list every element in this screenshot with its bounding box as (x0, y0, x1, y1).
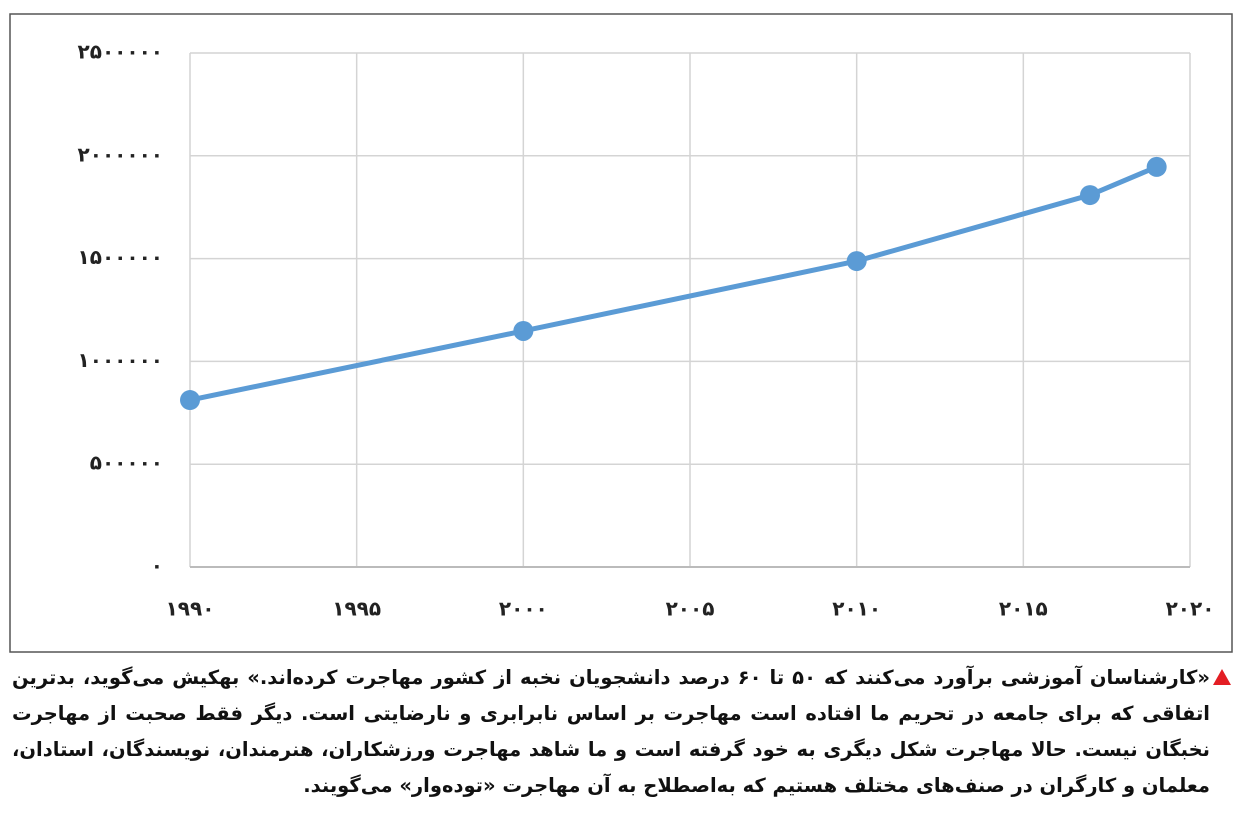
caption-marker (1213, 669, 1231, 685)
x-tick-label: ۲۰۰۰ (499, 597, 548, 621)
y-tick-label: ۱۵۰۰۰۰۰ (78, 245, 163, 269)
y-tick-label: ۱۰۰۰۰۰۰ (78, 348, 163, 372)
x-tick-label: ۲۰۱۰ (832, 597, 881, 621)
point (180, 390, 200, 411)
series-line (189, 164, 1158, 403)
y-tick-label: ۲۵۰۰۰۰۰ (78, 40, 163, 64)
point (846, 251, 867, 272)
x-tick-label: ۱۹۹۵ (332, 597, 381, 621)
x-tick-label: ۱۹۹۰ (166, 597, 215, 621)
point (513, 320, 534, 341)
caption: «کارشناسان آموزشی برآورد می‌کنند که ۵۰ ت… (12, 666, 1210, 797)
point (1146, 156, 1167, 177)
y-tick-label: ۲۰۰۰۰۰۰ (78, 142, 163, 166)
y-tick-label: ۵۰۰۰۰۰ (90, 451, 163, 475)
y-tick-label: ۰ (151, 554, 163, 578)
x-tick-label: ۲۰۲۰ (1166, 597, 1215, 621)
chart-frame (9, 13, 1233, 653)
chart: ۰ ۵۰۰۰۰۰ ۱۰۰۰۰۰۰ ۱۵۰۰۰۰۰ ۲۰۰۰۰۰۰ ۲۵۰۰۰۰۰ ۱۹۹۰ ۱… (9, 13, 1233, 653)
point (1080, 185, 1100, 206)
x-tick-label: ۲۰۱۵ (999, 597, 1048, 621)
x-tick-label: ۲۰۰۵ (666, 597, 715, 621)
